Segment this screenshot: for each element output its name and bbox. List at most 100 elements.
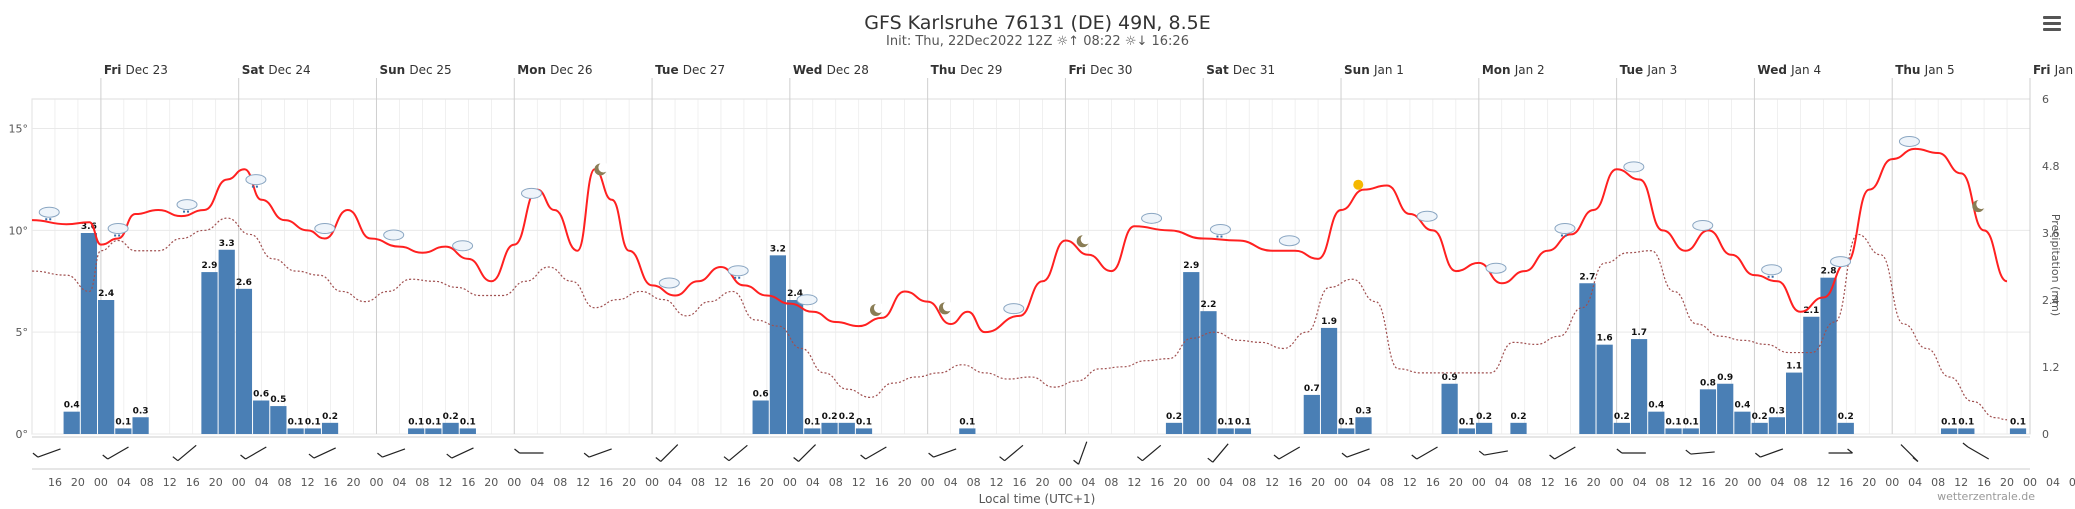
day-label: Fri Dec 30 <box>1068 63 1132 77</box>
x-tick-label: 04 <box>944 476 958 489</box>
day-label: Wed Dec 28 <box>793 63 869 77</box>
cloud-icon <box>176 199 198 211</box>
day-label: Thu Dec 29 <box>931 63 1003 77</box>
x-tick-label: 00 <box>232 476 246 489</box>
wind-arrow-icon <box>1004 444 1024 462</box>
x-tick-label: 00 <box>783 476 797 489</box>
x-tick-label: 00 <box>2023 476 2037 489</box>
x-tick-label: 08 <box>415 476 429 489</box>
wind-arrow-icon <box>382 448 406 458</box>
sunset-icon: ☼↓ <box>1124 34 1148 49</box>
precip-bar <box>1458 428 1475 434</box>
x-tick-label: 20 <box>2000 476 2014 489</box>
y-tick-label-precip: 0 <box>2042 428 2049 441</box>
credit-text[interactable]: wetterzentrale.de <box>1937 490 2035 503</box>
precip-data-label: 0.1 <box>1941 417 1957 427</box>
x-tick-label: 04 <box>1633 476 1647 489</box>
x-tick-label: 04 <box>1219 476 1233 489</box>
wind-arrow-icon <box>798 444 816 462</box>
precip-bar <box>459 428 476 434</box>
x-tick-label: 08 <box>553 476 567 489</box>
precip-data-label: 0.3 <box>1356 406 1372 416</box>
precip-bar <box>838 422 855 434</box>
precip-bar <box>408 428 425 434</box>
precip-bar <box>821 422 838 434</box>
precip-bar <box>2009 428 2027 434</box>
x-tick-label: 00 <box>94 476 108 489</box>
moon-icon-cutout <box>598 162 609 173</box>
x-tick-label: 04 <box>117 476 131 489</box>
x-tick-label: 12 <box>990 476 1004 489</box>
wind-arrow-icon <box>1690 451 1715 455</box>
precip-data-label: 0.1 <box>959 417 975 427</box>
wind-arrow-icon <box>933 448 957 458</box>
precip-bar <box>1768 417 1785 434</box>
precip-data-label: 0.1 <box>408 417 424 427</box>
wind-barb-icon <box>928 452 934 458</box>
wind-arrow-icon <box>1760 448 1784 458</box>
wind-arrow-icon <box>1346 448 1370 458</box>
y-tick-label-precip: 1.2 <box>2042 361 2060 374</box>
x-tick-label: 16 <box>1839 476 1853 489</box>
precip-bar <box>98 300 115 434</box>
precip-data-label: 0.2 <box>322 412 338 422</box>
x-tick-label: 04 <box>255 476 269 489</box>
wind-barb-icon <box>32 452 39 458</box>
precip-data-label: 2.8 <box>1821 267 1837 277</box>
precip-bar <box>1303 394 1320 434</box>
precip-bar <box>1682 428 1699 434</box>
cloud-icon <box>38 206 60 218</box>
x-tick-label: 00 <box>921 476 935 489</box>
precip-bar <box>287 428 304 434</box>
precip-bar <box>253 400 270 434</box>
y-tick-label-temp: 5° <box>16 326 29 339</box>
precip-data-label: 2.9 <box>202 261 218 271</box>
precip-bar <box>1596 344 1613 434</box>
precip-data-label: 1.7 <box>1631 328 1647 338</box>
wind-barb-icon <box>1207 457 1214 463</box>
wind-barb-icon <box>1847 448 1853 454</box>
wind-arrow-icon <box>1967 446 1990 460</box>
x-tick-label: 12 <box>1265 476 1279 489</box>
precip-bar <box>1165 422 1183 434</box>
x-tick-label: 00 <box>507 476 521 489</box>
x-tick-label: 16 <box>1977 476 1991 489</box>
x-tick-label: 12 <box>1954 476 1968 489</box>
wind-barb-icon <box>583 452 590 458</box>
wind-barb-icon <box>655 457 662 462</box>
x-tick-label: 16 <box>1701 476 1715 489</box>
precip-bar <box>959 428 976 434</box>
x-tick-label: 00 <box>1058 476 1072 489</box>
precip-bar <box>1338 428 1355 434</box>
wind-arrow-icon <box>177 444 197 462</box>
x-tick-label: 16 <box>461 476 475 489</box>
precip-bar <box>1820 277 1837 434</box>
precip-bar <box>855 428 873 434</box>
precip-bar <box>1234 428 1252 434</box>
x-tick-label: 16 <box>875 476 889 489</box>
precip-data-label: 0.1 <box>288 417 304 427</box>
precip-data-label: 3.6 <box>81 222 97 232</box>
sunrise-time: 08:22 <box>1083 34 1121 49</box>
chart-menu-button[interactable] <box>2043 16 2061 32</box>
cloud-icon <box>107 222 129 234</box>
x-tick-label: 08 <box>1793 476 1807 489</box>
x-tick-label: 16 <box>1013 476 1027 489</box>
precip-bar <box>1958 428 1975 434</box>
x-tick-label: 16 <box>1564 476 1578 489</box>
cloud-icon <box>314 222 336 234</box>
precip-data-label: 0.1 <box>1235 417 1251 427</box>
wind-arrow-icon <box>1554 446 1576 460</box>
precip-data-label: 0.1 <box>2010 417 2026 427</box>
x-tick-label: 04 <box>530 476 544 489</box>
cloud-icon <box>245 174 267 186</box>
x-tick-label: 08 <box>1518 476 1532 489</box>
cloud-icon <box>1692 219 1714 231</box>
day-label: Mon Jan 2 <box>1482 63 1545 77</box>
precip-bar <box>1200 311 1217 434</box>
precip-data-label: 0.4 <box>1648 401 1664 411</box>
wind-arrow-icon <box>865 446 887 460</box>
x-tick-label: 16 <box>1426 476 1440 489</box>
precip-data-label: 2.2 <box>1201 300 1217 310</box>
precip-bar <box>1785 372 1803 434</box>
